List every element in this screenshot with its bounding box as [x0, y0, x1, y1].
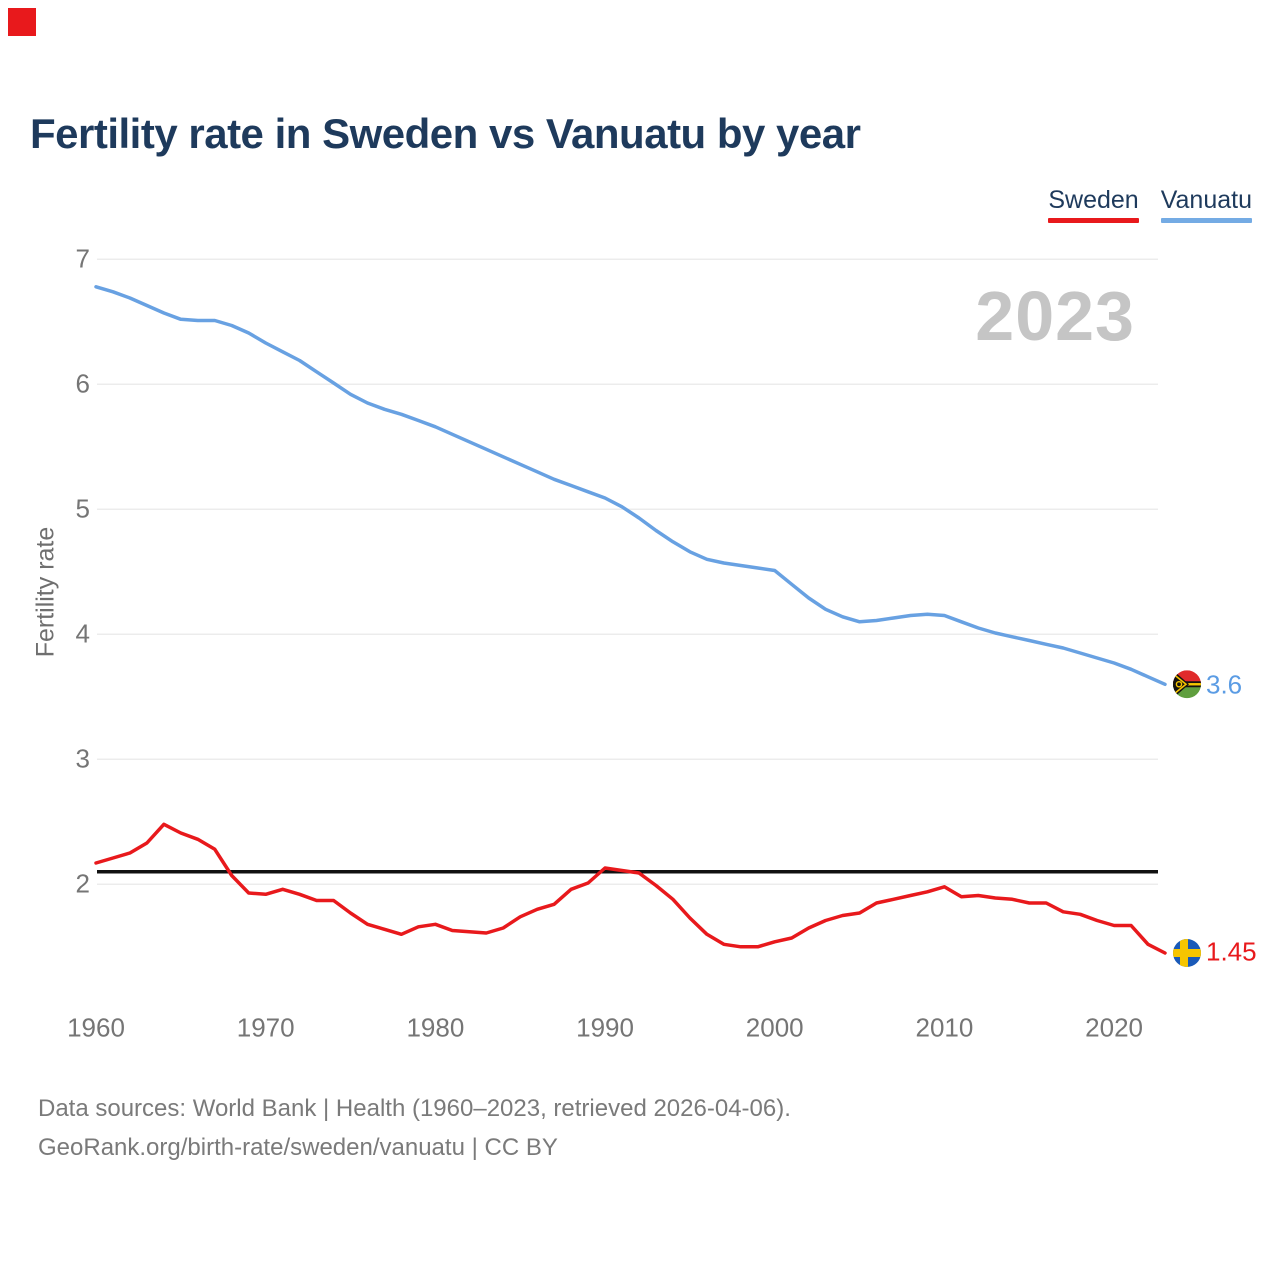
y-tick-label: 7	[75, 243, 90, 274]
x-tick-label: 1990	[576, 1012, 634, 1043]
vanuatu-end-value-label: 3.6	[1206, 669, 1243, 700]
sweden-line	[94, 822, 1167, 955]
legend-underline-sweden	[1048, 218, 1139, 223]
page-title: Fertility rate in Sweden vs Vanuatu by y…	[30, 110, 861, 157]
x-tick-label: 2000	[745, 1012, 804, 1043]
sweden-end-value-label: 1.45	[1206, 936, 1257, 967]
legend-item-sweden[interactable]: Sweden	[1048, 186, 1139, 223]
footer-sources-line: Data sources: World Bank | Health (1960–…	[38, 1095, 791, 1122]
legend-underline-vanuatu	[1160, 218, 1252, 223]
x-tick-label: 1960	[67, 1012, 125, 1043]
y-axis-title: Fertility rate	[31, 526, 60, 658]
watermark-year: 2023	[975, 277, 1135, 355]
y-tick-label: 3	[75, 743, 90, 774]
y-tick-label: 5	[75, 493, 90, 524]
footer-attribution-line: GeoRank.org/birth-rate/sweden/vanuatu | …	[38, 1134, 558, 1161]
x-tick-label: 1970	[236, 1012, 295, 1043]
legend-label-vanuatu: Vanuatu	[1160, 186, 1252, 214]
legend: Sweden Vanuatu	[1048, 186, 1252, 223]
y-tick-label: 2	[75, 868, 90, 899]
x-tick-label: 2020	[1085, 1012, 1144, 1043]
sweden-flag-icon	[1173, 939, 1201, 967]
x-tick-label: 2010	[915, 1012, 974, 1043]
legend-item-vanuatu[interactable]: Vanuatu	[1160, 186, 1252, 223]
y-tick-label: 4	[75, 618, 90, 649]
y-tick-label: 6	[75, 368, 90, 399]
x-tick-label: 1980	[406, 1012, 465, 1043]
red-square-marker	[8, 8, 36, 36]
footer: Data sources: World Bank | Health (1960–…	[38, 1089, 791, 1167]
vanuatu-flag-icon	[1173, 670, 1201, 699]
legend-label-sweden: Sweden	[1048, 186, 1139, 214]
vanuatu-line	[94, 285, 1167, 687]
